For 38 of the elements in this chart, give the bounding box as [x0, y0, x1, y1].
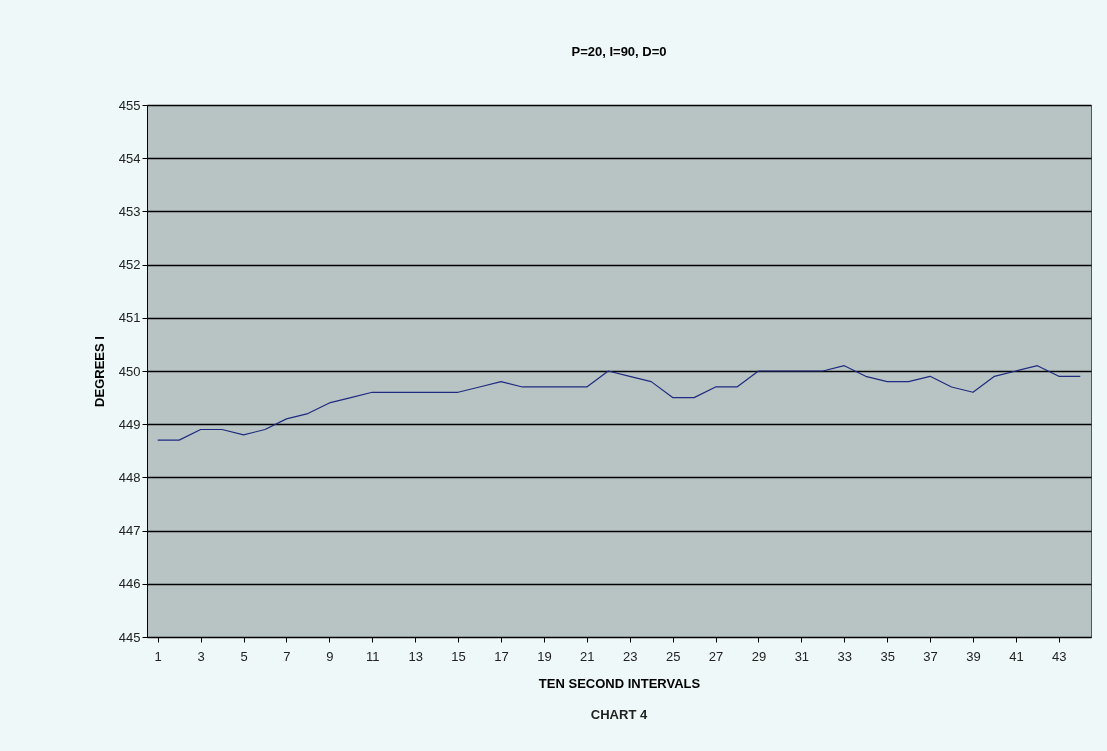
x-tick-label: 19: [537, 648, 552, 664]
x-tick-label: 33: [837, 648, 853, 664]
x-tick-label: 29: [751, 648, 767, 664]
y-tick-label: 447: [118, 523, 141, 539]
x-tick-label: 25: [665, 648, 681, 664]
line-series: [157, 365, 1081, 441]
y-tick-label: 453: [118, 203, 141, 219]
y-tick-label: 449: [118, 416, 141, 432]
x-tick-label: 1: [154, 648, 162, 664]
x-tick-label: 31: [794, 648, 810, 664]
x-tick-label: 7: [283, 648, 291, 664]
x-tick-label: 37: [923, 648, 938, 664]
x-tick-label: 41: [1009, 648, 1024, 664]
x-tick-label: 21: [580, 648, 595, 664]
x-tick-label: 15: [451, 648, 466, 664]
y-tick-label: 446: [118, 576, 141, 592]
x-tick-label: 35: [880, 648, 895, 664]
x-tick-label: 23: [622, 648, 638, 664]
x-tick-label: 17: [494, 648, 509, 664]
y-axis-title: DEGREES I: [91, 336, 107, 407]
x-tick-label: 9: [326, 648, 334, 664]
x-tick-label: 3: [197, 648, 205, 664]
y-tick-label: 455: [118, 97, 141, 113]
x-tick-label: 43: [1052, 648, 1067, 664]
x-tick-label: 27: [708, 648, 724, 664]
caption: CHART 4: [590, 707, 648, 722]
x-tick-label: 39: [966, 648, 981, 664]
x-tick-label: 5: [240, 648, 248, 664]
chart-title: P=20, I=90, D=0: [571, 44, 667, 59]
x-tick-label: 13: [408, 648, 423, 664]
x-tick-label: 11: [366, 648, 380, 664]
y-tick-label: 450: [118, 363, 141, 379]
y-tick-label: 454: [118, 150, 141, 166]
y-tick-label: 452: [118, 257, 141, 273]
x-axis-title: TEN SECOND INTERVALS: [538, 675, 701, 691]
y-tick-label: 451: [118, 310, 141, 326]
y-tick-label: 448: [118, 469, 141, 485]
y-tick-label: 445: [118, 629, 141, 645]
